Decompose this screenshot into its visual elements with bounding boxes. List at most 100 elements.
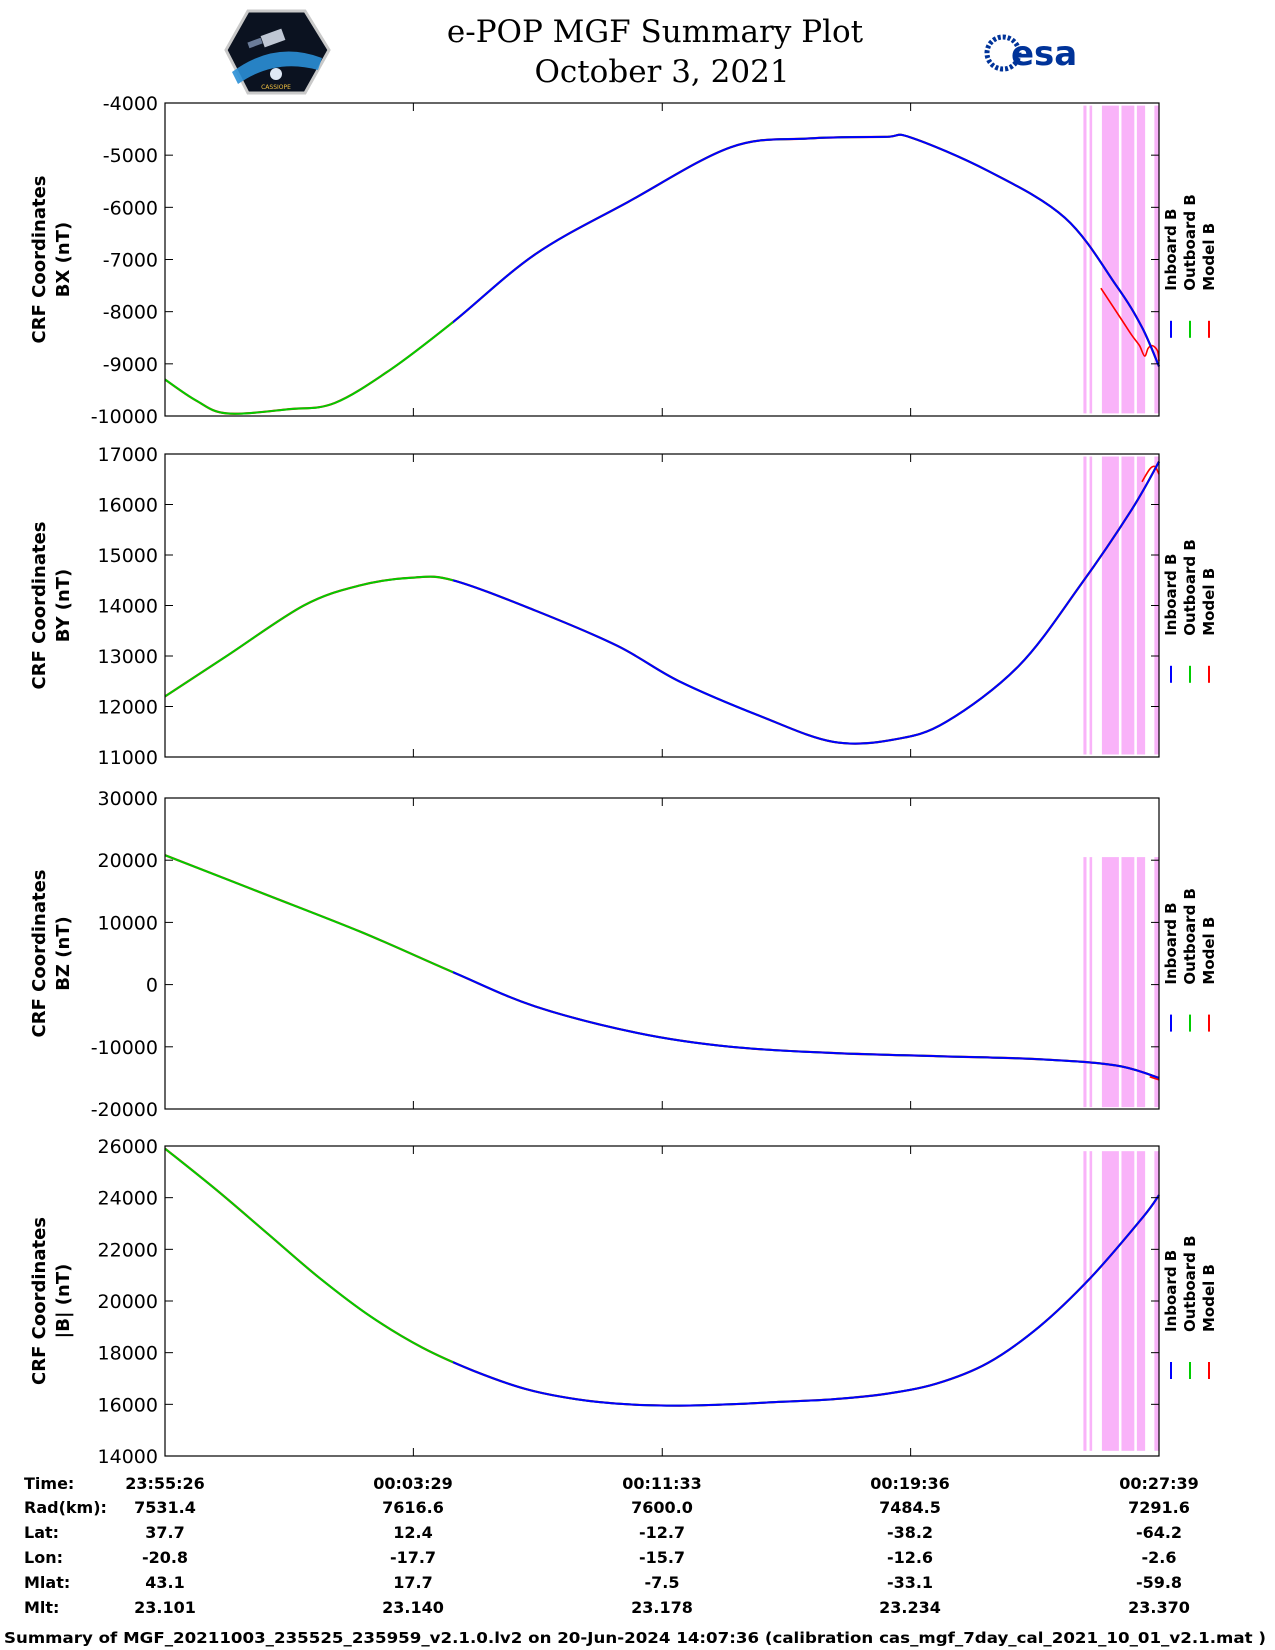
legend-label-outboard: Outboard B [1181,888,1199,985]
panel-by: 17000 16000 15000 14000 13000 12000 11000 CRF C… [29,444,1218,769]
legend-label-model: Model B [1200,1264,1218,1332]
col4-rad: 7291.6 [1128,1498,1190,1517]
y-tick-label: -10000 [91,406,158,428]
satellite-icon [260,28,286,48]
highlight-band [1089,456,1093,755]
col2-time: 00:11:33 [622,1474,702,1493]
col3-lon: -12.6 [887,1548,933,1567]
panel-bz: 30000 20000 10000 0 -10000 -20000 CRF Coordina… [29,788,1218,1121]
y-tick-label: 0 [146,975,158,997]
highlight-band [1136,1151,1146,1451]
legend-label-inboard: Inboard B [1162,902,1180,984]
y-axis-label-line1: CRF Coordinates [29,522,50,690]
row-label-rad: Rad(km): [24,1498,107,1517]
y-tick-label: 22000 [98,1239,158,1261]
col1-mlat: 17.7 [393,1573,432,1592]
legend-label-outboard: Outboard B [1181,194,1199,291]
panels-layer: -4000 -5000 -6000 -7000 -8000 -9000 -10000 CRF … [29,93,1218,1468]
legend-label-outboard: Outboard B [1181,1235,1199,1332]
col2-lon: -15.7 [639,1548,685,1567]
col1-rad: 7616.6 [382,1498,444,1517]
y-tick-label: 17000 [98,444,158,466]
col1-time: 00:03:29 [373,1474,453,1493]
y-tick-label: -5000 [103,145,158,167]
legend-label-model: Model B [1200,223,1218,291]
row-label-lat: Lat: [24,1523,59,1542]
highlight-band [1121,105,1135,414]
series-model-line [164,133,1161,415]
highlight-band [1083,456,1087,755]
series-inboard-line [452,133,1160,367]
y-tick-label: 30000 [98,788,158,810]
y-tick-label: 24000 [98,1188,158,1210]
esa-logo: esa [984,34,1077,74]
y-tick-label: -7000 [103,250,158,272]
col3-time: 00:19:36 [870,1474,950,1493]
y-tick-label: 26000 [98,1136,158,1158]
panel-bmag: 26000 24000 22000 20000 18000 16000 14000 CRF C… [29,1136,1218,1468]
col2-mlt: 23.178 [631,1598,693,1617]
series-model-tail [1149,1075,1160,1081]
row-label-mlat: Mlat: [24,1573,70,1592]
col3-rad: 7484.5 [879,1498,941,1517]
y-tick-label: -9000 [103,354,158,376]
y-tick-label: -20000 [91,1099,158,1121]
y-axis-label-line1: CRF Coordinates [29,1217,50,1385]
col4-mlt: 23.370 [1128,1598,1190,1617]
y-axis-label-line1: CRF Coordinates [29,176,50,344]
plot-frame [164,1145,1160,1457]
plot-frame [164,102,1160,417]
highlight-band [1089,857,1093,1108]
series-model-line [164,854,1160,1079]
y-tick-label: 20000 [98,850,158,872]
legend-label-outboard: Outboard B [1181,539,1199,636]
y-tick-label: 18000 [98,1343,158,1365]
row-label-lon: Lon: [24,1548,63,1567]
plot-title: e-POP MGF Summary Plot [447,14,864,50]
panel-bx: -4000 -5000 -6000 -7000 -8000 -9000 -10000 CRF … [29,93,1218,428]
footer-caption: Summary of MGF_20211003_235525_235959_v2… [4,1629,1266,1647]
y-tick-label: 16000 [98,495,158,517]
highlight-band [1101,456,1119,755]
highlight-band [1101,857,1119,1108]
legend-label-inboard: Inboard B [1162,554,1180,636]
series-outboard-line [164,461,1160,745]
highlight-band [1136,456,1146,755]
series-model-line [164,1147,1160,1407]
col4-lat: -64.2 [1136,1523,1182,1542]
y-tick-label: 10000 [98,912,158,934]
highlight-band [1101,1151,1119,1451]
y-tick-label: 12000 [98,697,158,719]
highlight-band [1083,105,1087,414]
highlight-band [1101,105,1119,414]
plot-frame [164,453,1160,758]
highlight-band [1089,1151,1093,1451]
y-tick-label: 14000 [98,596,158,618]
y-tick-label: -6000 [103,197,158,219]
cassiope-logo-text: CASSIOPE [261,84,291,91]
earth-limb-shape [232,51,322,84]
legend-label-inboard: Inboard B [1162,209,1180,291]
series-outboard-line [164,1147,1160,1407]
y-tick-label: 14000 [98,1446,158,1468]
col0-mlt: 23.101 [134,1598,196,1617]
series-inboard-line [452,461,1160,745]
col2-lat: -12.7 [639,1523,685,1542]
series-model-line [164,461,1160,745]
col0-lat: 37.7 [145,1523,184,1542]
series-outboard-line [164,854,1160,1079]
esa-logo-globe-icon [984,34,1022,72]
esa-logo-text: esa [1011,34,1077,74]
ephemeris-table: Time: Rad(km): Lat: Lon: Mlat: Mlt: 23:5… [24,1474,1199,1617]
highlight-band [1136,857,1146,1108]
highlight-band [1083,1151,1087,1451]
col3-mlt: 23.234 [879,1598,941,1617]
y-axis-label-line2: BZ (nT) [53,916,74,991]
y-axis-label-line2: |B| (nT) [53,1264,74,1339]
y-axis-label-line2: BY (nT) [53,569,74,643]
y-axis-label-line1: CRF Coordinates [29,870,50,1038]
y-axis-label-line2: BX (nT) [53,222,74,297]
row-label-mlt: Mlt: [24,1598,59,1617]
plot-date: October 3, 2021 [534,54,789,90]
